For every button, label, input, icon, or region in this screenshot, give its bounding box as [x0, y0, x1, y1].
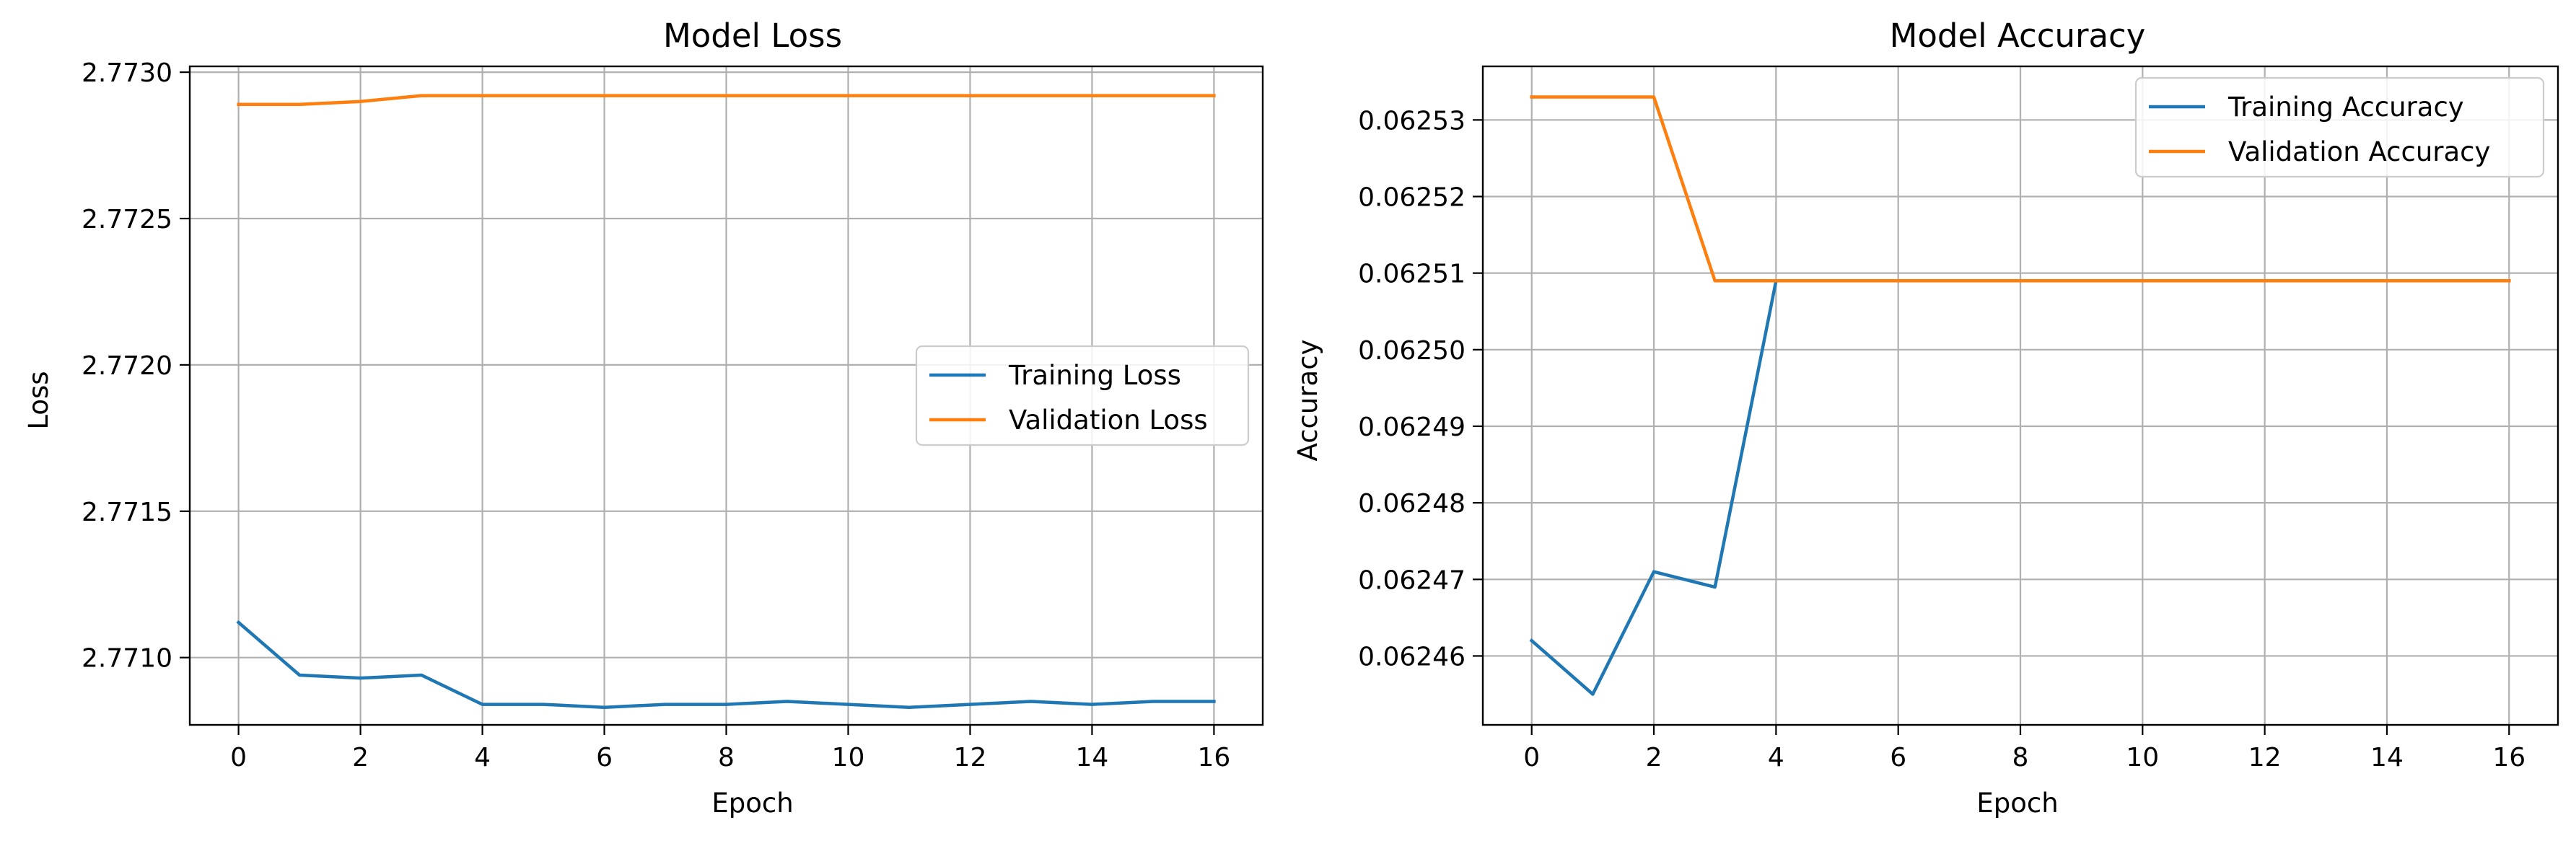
loss-legend: Training Loss Validation Loss — [915, 345, 1250, 446]
loss-ytick-label-1: 2.7715 — [82, 498, 172, 527]
accuracy-legend-label-0: Training Accuracy — [2227, 92, 2464, 123]
loss-legend-label-1: Validation Loss — [1009, 405, 1208, 436]
loss-xtick-label-4: 8 — [718, 743, 735, 772]
loss-xtick-label-3: 6 — [596, 743, 613, 772]
accuracy-xtick-label-8: 16 — [2492, 743, 2525, 772]
accuracy-series-line-1 — [1530, 95, 2511, 283]
accuracy-xtick-label-6: 12 — [2248, 743, 2282, 772]
loss-ytick-label-2: 2.7720 — [82, 351, 172, 381]
loss-xtick-label-6: 12 — [954, 743, 987, 772]
accuracy-legend-box — [2134, 76, 2545, 178]
loss-ytick-label-0: 2.7710 — [82, 644, 172, 674]
loss-xtick-label-5: 10 — [832, 743, 865, 772]
accuracy-xtick-label-7: 14 — [2370, 743, 2404, 772]
accuracy-ytick-label-0: 0.06246 — [1358, 642, 1466, 672]
accuracy-xtick-label-2: 4 — [1768, 743, 1784, 772]
loss-ytick-label-4: 2.7730 — [82, 58, 172, 88]
loss-legend-box — [915, 345, 1250, 446]
accuracy-ytick-label-6: 0.06252 — [1358, 182, 1466, 212]
loss-legend-label-0: Training Loss — [1008, 360, 1181, 391]
accuracy-xtick-label-4: 8 — [2012, 743, 2029, 772]
accuracy-xtick-label-5: 10 — [2126, 743, 2159, 772]
loss-xtick-label-7: 14 — [1076, 743, 1109, 772]
accuracy-xtick-label-3: 6 — [1890, 743, 1906, 772]
accuracy-ytick-label-7: 0.06253 — [1358, 106, 1466, 136]
loss-chart-title: Model Loss — [663, 17, 842, 55]
accuracy-legend-label-1: Validation Accuracy — [2228, 136, 2490, 167]
accuracy-ytick-label-1: 0.06247 — [1358, 565, 1466, 595]
loss-xtick-label-0: 0 — [230, 743, 247, 772]
accuracy-ytick-label-2: 0.06248 — [1358, 489, 1466, 519]
accuracy-chart-xlabel: Epoch — [1976, 788, 2058, 819]
accuracy-chart-title: Model Accuracy — [1890, 17, 2146, 55]
loss-xtick-label-8: 16 — [1198, 743, 1231, 772]
accuracy-xtick-label-0: 0 — [1523, 743, 1540, 772]
accuracy-ytick-label-4: 0.06250 — [1358, 336, 1466, 366]
accuracy-chart-ylabel: Accuracy — [1292, 340, 1323, 462]
accuracy-ytick-label-3: 0.06249 — [1358, 413, 1466, 442]
accuracy-chart: Model Accuracy Epoch Accuracy 0 2 4 6 8 10 12 1… — [1292, 17, 2559, 819]
loss-chart: Model Loss Epoch Loss 0 2 4 6 8 10 12 14 16 2.771… — [23, 17, 1264, 819]
loss-ytick-label-3: 2.7725 — [82, 205, 172, 234]
loss-xtick-label-1: 2 — [352, 743, 369, 772]
loss-xtick-label-2: 4 — [474, 743, 491, 772]
loss-chart-xlabel: Epoch — [711, 788, 793, 819]
loss-chart-ylabel: Loss — [23, 371, 54, 429]
loss-series-line-1 — [237, 94, 1216, 107]
loss-series-line-0 — [236, 620, 1216, 709]
accuracy-xtick-label-1: 2 — [1646, 743, 1662, 772]
accuracy-legend: Training Accuracy Validation Accuracy — [2134, 76, 2545, 178]
accuracy-ytick-label-5: 0.06251 — [1358, 260, 1466, 289]
